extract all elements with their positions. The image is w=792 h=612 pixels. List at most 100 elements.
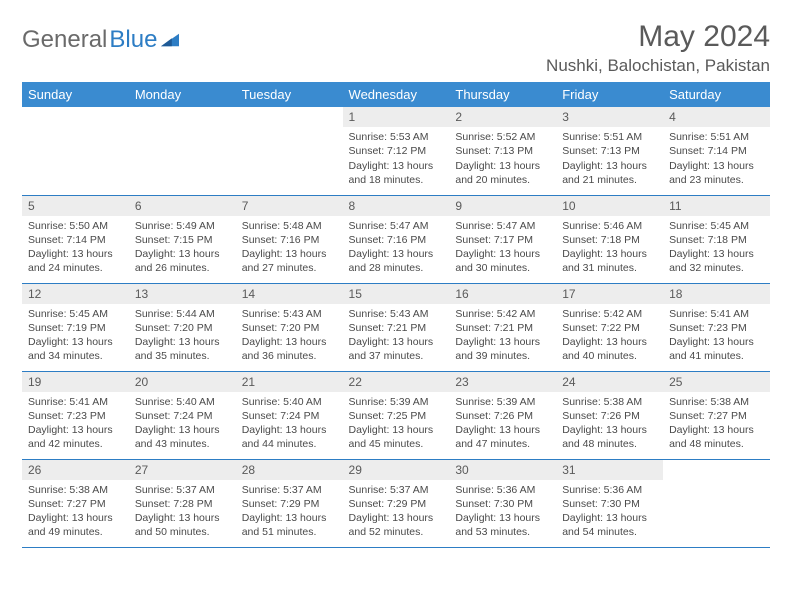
calendar-day: 15Sunrise: 5:43 AMSunset: 7:21 PMDayligh… <box>343 283 450 371</box>
day-number: 7 <box>236 196 343 216</box>
day-number: 4 <box>663 107 770 127</box>
day-content: Sunrise: 5:45 AMSunset: 7:19 PMDaylight:… <box>22 304 129 368</box>
location-text: Nushki, Balochistan, Pakistan <box>546 56 770 76</box>
calendar-day: . <box>663 459 770 547</box>
calendar-day: 2Sunrise: 5:52 AMSunset: 7:13 PMDaylight… <box>449 107 556 195</box>
day-number: 14 <box>236 284 343 304</box>
day-number: 11 <box>663 196 770 216</box>
calendar-day: 23Sunrise: 5:39 AMSunset: 7:26 PMDayligh… <box>449 371 556 459</box>
day-number: 27 <box>129 460 236 480</box>
day-number: 9 <box>449 196 556 216</box>
day-number: 3 <box>556 107 663 127</box>
calendar-table: SundayMondayTuesdayWednesdayThursdayFrid… <box>22 82 770 548</box>
calendar-day: 11Sunrise: 5:45 AMSunset: 7:18 PMDayligh… <box>663 195 770 283</box>
day-number: 6 <box>129 196 236 216</box>
day-number: 28 <box>236 460 343 480</box>
calendar-day: . <box>22 107 129 195</box>
calendar-day: 30Sunrise: 5:36 AMSunset: 7:30 PMDayligh… <box>449 459 556 547</box>
day-content: Sunrise: 5:36 AMSunset: 7:30 PMDaylight:… <box>449 480 556 544</box>
day-content: Sunrise: 5:43 AMSunset: 7:21 PMDaylight:… <box>343 304 450 368</box>
calendar-body: ... 1Sunrise: 5:53 AMSunset: 7:12 PMDayli… <box>22 107 770 547</box>
calendar-day: 9Sunrise: 5:47 AMSunset: 7:17 PMDaylight… <box>449 195 556 283</box>
calendar-week: 26Sunrise: 5:38 AMSunset: 7:27 PMDayligh… <box>22 459 770 547</box>
brand-triangle-icon <box>161 33 179 47</box>
day-number: 17 <box>556 284 663 304</box>
day-content: Sunrise: 5:39 AMSunset: 7:26 PMDaylight:… <box>449 392 556 456</box>
calendar-day: 28Sunrise: 5:37 AMSunset: 7:29 PMDayligh… <box>236 459 343 547</box>
day-content: Sunrise: 5:38 AMSunset: 7:26 PMDaylight:… <box>556 392 663 456</box>
day-content: Sunrise: 5:37 AMSunset: 7:28 PMDaylight:… <box>129 480 236 544</box>
day-content: Sunrise: 5:49 AMSunset: 7:15 PMDaylight:… <box>129 216 236 280</box>
weekday-header: Sunday <box>22 82 129 107</box>
day-content: Sunrise: 5:40 AMSunset: 7:24 PMDaylight:… <box>129 392 236 456</box>
calendar-day: 12Sunrise: 5:45 AMSunset: 7:19 PMDayligh… <box>22 283 129 371</box>
calendar-day: 10Sunrise: 5:46 AMSunset: 7:18 PMDayligh… <box>556 195 663 283</box>
day-number: 18 <box>663 284 770 304</box>
calendar-day: 4Sunrise: 5:51 AMSunset: 7:14 PMDaylight… <box>663 107 770 195</box>
calendar-day: 20Sunrise: 5:40 AMSunset: 7:24 PMDayligh… <box>129 371 236 459</box>
brand-text-2: Blue <box>109 26 157 54</box>
day-number: 24 <box>556 372 663 392</box>
calendar-week: ...1Sunrise: 5:53 AMSunset: 7:12 PMDayli… <box>22 107 770 195</box>
day-number: 12 <box>22 284 129 304</box>
day-content: Sunrise: 5:46 AMSunset: 7:18 PMDaylight:… <box>556 216 663 280</box>
day-number: 2 <box>449 107 556 127</box>
calendar-day: 13Sunrise: 5:44 AMSunset: 7:20 PMDayligh… <box>129 283 236 371</box>
calendar-week: 19Sunrise: 5:41 AMSunset: 7:23 PMDayligh… <box>22 371 770 459</box>
day-number: 16 <box>449 284 556 304</box>
calendar-day: 21Sunrise: 5:40 AMSunset: 7:24 PMDayligh… <box>236 371 343 459</box>
month-title: May 2024 <box>546 20 770 54</box>
day-number: 22 <box>343 372 450 392</box>
day-number: 23 <box>449 372 556 392</box>
calendar-head: SundayMondayTuesdayWednesdayThursdayFrid… <box>22 82 770 107</box>
calendar-day: 16Sunrise: 5:42 AMSunset: 7:21 PMDayligh… <box>449 283 556 371</box>
calendar-day: 19Sunrise: 5:41 AMSunset: 7:23 PMDayligh… <box>22 371 129 459</box>
day-number: 20 <box>129 372 236 392</box>
calendar-week: 12Sunrise: 5:45 AMSunset: 7:19 PMDayligh… <box>22 283 770 371</box>
day-number: 19 <box>22 372 129 392</box>
brand-logo: GeneralBlue <box>22 20 179 54</box>
calendar-day: 17Sunrise: 5:42 AMSunset: 7:22 PMDayligh… <box>556 283 663 371</box>
day-content: Sunrise: 5:38 AMSunset: 7:27 PMDaylight:… <box>22 480 129 544</box>
day-number: 25 <box>663 372 770 392</box>
day-content: Sunrise: 5:51 AMSunset: 7:13 PMDaylight:… <box>556 127 663 191</box>
day-content: Sunrise: 5:38 AMSunset: 7:27 PMDaylight:… <box>663 392 770 456</box>
calendar-day: 3Sunrise: 5:51 AMSunset: 7:13 PMDaylight… <box>556 107 663 195</box>
day-number: 30 <box>449 460 556 480</box>
day-content: Sunrise: 5:42 AMSunset: 7:22 PMDaylight:… <box>556 304 663 368</box>
calendar-day: 25Sunrise: 5:38 AMSunset: 7:27 PMDayligh… <box>663 371 770 459</box>
day-number: 21 <box>236 372 343 392</box>
day-content: Sunrise: 5:43 AMSunset: 7:20 PMDaylight:… <box>236 304 343 368</box>
day-content: Sunrise: 5:52 AMSunset: 7:13 PMDaylight:… <box>449 127 556 191</box>
calendar-day: . <box>129 107 236 195</box>
calendar-day: 6Sunrise: 5:49 AMSunset: 7:15 PMDaylight… <box>129 195 236 283</box>
calendar-day: 24Sunrise: 5:38 AMSunset: 7:26 PMDayligh… <box>556 371 663 459</box>
title-block: May 2024 Nushki, Balochistan, Pakistan <box>546 20 770 76</box>
day-content: Sunrise: 5:42 AMSunset: 7:21 PMDaylight:… <box>449 304 556 368</box>
calendar-day: 7Sunrise: 5:48 AMSunset: 7:16 PMDaylight… <box>236 195 343 283</box>
weekday-header: Saturday <box>663 82 770 107</box>
day-number: 29 <box>343 460 450 480</box>
day-number: 5 <box>22 196 129 216</box>
day-content: Sunrise: 5:41 AMSunset: 7:23 PMDaylight:… <box>22 392 129 456</box>
calendar-day: 5Sunrise: 5:50 AMSunset: 7:14 PMDaylight… <box>22 195 129 283</box>
calendar-day: 22Sunrise: 5:39 AMSunset: 7:25 PMDayligh… <box>343 371 450 459</box>
day-content: Sunrise: 5:44 AMSunset: 7:20 PMDaylight:… <box>129 304 236 368</box>
day-content: Sunrise: 5:48 AMSunset: 7:16 PMDaylight:… <box>236 216 343 280</box>
weekday-header: Thursday <box>449 82 556 107</box>
weekday-header: Wednesday <box>343 82 450 107</box>
day-content: Sunrise: 5:36 AMSunset: 7:30 PMDaylight:… <box>556 480 663 544</box>
calendar-day: 26Sunrise: 5:38 AMSunset: 7:27 PMDayligh… <box>22 459 129 547</box>
day-number: 13 <box>129 284 236 304</box>
weekday-header: Monday <box>129 82 236 107</box>
day-content: Sunrise: 5:53 AMSunset: 7:12 PMDaylight:… <box>343 127 450 191</box>
day-number: 1 <box>343 107 450 127</box>
day-number: 31 <box>556 460 663 480</box>
day-content: Sunrise: 5:37 AMSunset: 7:29 PMDaylight:… <box>343 480 450 544</box>
calendar-day: 8Sunrise: 5:47 AMSunset: 7:16 PMDaylight… <box>343 195 450 283</box>
weekday-header: Friday <box>556 82 663 107</box>
calendar-day: 1Sunrise: 5:53 AMSunset: 7:12 PMDaylight… <box>343 107 450 195</box>
day-content: Sunrise: 5:50 AMSunset: 7:14 PMDaylight:… <box>22 216 129 280</box>
page-header: GeneralBlue May 2024 Nushki, Balochistan… <box>22 20 770 76</box>
day-content: Sunrise: 5:45 AMSunset: 7:18 PMDaylight:… <box>663 216 770 280</box>
